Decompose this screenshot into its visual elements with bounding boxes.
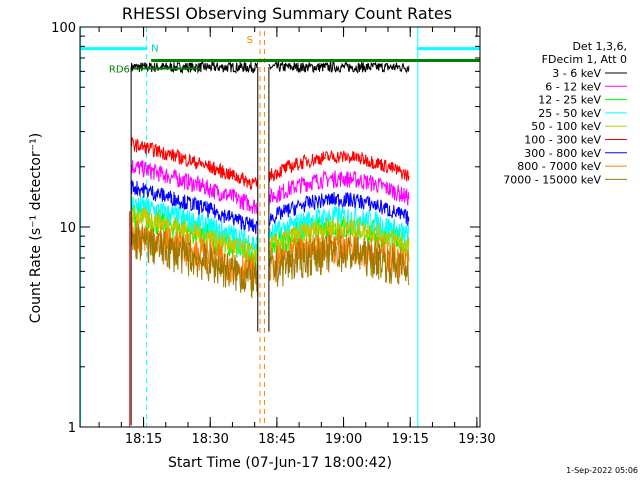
series-1-segment-0 [130,160,259,215]
y-tick-label-1: 10 [59,221,76,236]
legend-label-7: 800 - 7000 keV [517,160,601,173]
x-tick-label-0: 18:15 [125,432,162,447]
series-6-segment-0 [130,180,259,235]
axes: 18:15 18:30 18:45 19:00 19:15 19:30 1 10 100 [51,21,495,447]
legend-label-2: 12 - 25 keV [538,94,601,107]
legend-label-0: 3 - 6 keV [552,67,601,80]
chart-title: RHESSI Observing Summary Count Rates [122,4,452,23]
legend-header-1: FDecim 1, Att 0 [542,53,627,66]
series-6 [130,180,410,235]
x-tick-label-2: 18:45 [258,432,295,447]
legend-label-1: 6 - 12 keV [545,80,601,93]
x-tick-label-1: 18:30 [191,432,228,447]
x-tick-label-5: 19:30 [458,432,495,447]
y-tick-label-2: 100 [51,21,76,36]
series-5-segment-1 [268,149,410,183]
legend-header-0: Det 1,3,6, [572,40,627,53]
footer-timestamp: 1-Sep-2022 05:06 [566,466,638,475]
legend-label-8: 7000 - 15000 keV [503,173,601,186]
y-axis-label: Count Rate (s⁻¹ detector⁻¹) [28,133,44,323]
series-3-segment-1 [268,205,410,249]
series-6-segment-1 [268,192,410,226]
series-8 [130,226,410,299]
series-5 [130,136,410,191]
plot-area: RD6 N S [79,27,481,427]
y-tick-label-0: 1 [68,421,76,436]
legend-label-4: 50 - 100 keV [531,120,601,133]
series-4-segment-0 [130,204,259,264]
x-axis-label: Start Time (07-Jun-17 18:00:42) [168,455,392,471]
series-1-segment-1 [268,169,410,207]
series-8-segment-1 [268,235,410,287]
s-marker: S [247,35,253,46]
n-marker: N [151,44,158,55]
series-0-segment-0 [130,61,259,75]
legend-label-6: 300 - 800 keV [524,147,601,160]
series-8-segment-0 [130,226,259,299]
x-tick-label-4: 19:15 [391,432,428,447]
legend-label-3: 25 - 50 keV [538,107,601,120]
series-1 [130,160,410,215]
series-0 [130,60,410,75]
rd6-label: RD6 [109,65,130,76]
series-0-segment-1 [268,60,410,74]
x-tick-label-3: 19:00 [325,432,362,447]
series-5-segment-0 [130,136,259,191]
legend-label-5: 100 - 300 keV [524,134,601,147]
